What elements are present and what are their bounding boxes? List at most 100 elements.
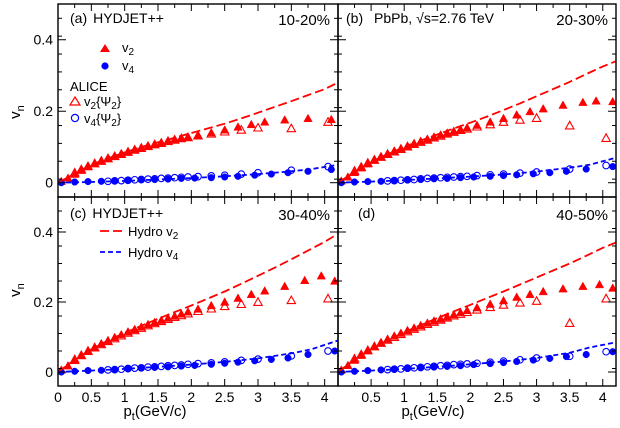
- panel-d-series-3-point-19: [602, 347, 610, 356]
- panel-a-series-5-line: [58, 163, 338, 184]
- panel-c-ytick-label-0: 0: [45, 364, 53, 380]
- panel-d-series-0-point-29: [608, 283, 616, 292]
- panel-a-series-2-point-21: [236, 124, 247, 134]
- panel-a-series-3-point-13: [194, 172, 202, 181]
- panel-a-series-0-point-1: [63, 173, 73, 182]
- panel-b-system: PbPb, √s=2.76 TeV: [374, 10, 495, 26]
- hydro-v4-main: Hydro v: [128, 245, 173, 260]
- panel-b-series-2-point-2: [362, 157, 373, 167]
- panel-d-series-2-point-15: [448, 310, 459, 320]
- panel-b: [337, 3, 617, 198]
- panel-d-label: (d): [358, 205, 375, 221]
- panel-a-series-5: [58, 163, 338, 184]
- panel-c-series-0-point-28: [316, 271, 326, 280]
- legend-v2-sub: 2: [129, 47, 135, 58]
- legend-bottom: Hydro v2 Hydro v4: [100, 224, 179, 263]
- panel-b-series-0-point-28: [591, 96, 601, 105]
- panel-c-series-0-point-26: [280, 281, 290, 290]
- panel-a-series-2-point-12: [149, 139, 160, 149]
- panel-c-series-2-point-23: [286, 294, 297, 305]
- panel-d-series-2-point-22: [531, 295, 542, 305]
- panel-d-series-0-point-26: [558, 283, 568, 293]
- hydro-v2-main: Hydro v: [128, 224, 173, 239]
- panel-b-series-2-point-15: [448, 126, 459, 136]
- panel-c-series-2-point-4: [96, 339, 107, 349]
- panel-c-series-2-point-14: [162, 313, 174, 324]
- panel-d-series-2-point-24: [600, 293, 612, 303]
- panel-b-series-5: [338, 156, 616, 184]
- panel-b-series-2-point-18: [471, 121, 483, 131]
- panel-a-series-3-point-12: [184, 173, 192, 181]
- panel-a-series-3-point-18: [287, 166, 296, 175]
- panel-d-series-2-point-20: [498, 299, 509, 309]
- panel-d-series-2-point-18: [471, 304, 483, 314]
- panel-b-series-2-point-13: [435, 130, 446, 140]
- panel-b-series-0-point-29: [608, 96, 616, 106]
- x-axis-title-right-main: p: [401, 403, 409, 420]
- panel-c-xtick-label-2: 1: [121, 389, 129, 405]
- panel-c-xtick-label-0: 0: [54, 389, 62, 405]
- panel-d-series-5: [338, 341, 616, 373]
- legend-hydro-v2-label: Hydro v2: [128, 224, 179, 242]
- panel-d-frame: [337, 196, 617, 387]
- panel-a-series-2-point-16: [176, 133, 187, 143]
- panel-d-series-0-point-24: [525, 289, 535, 298]
- panel-c-series-3-point-12: [184, 360, 192, 369]
- panel-b-series-0-point-23: [512, 110, 522, 119]
- panel-b-series-2-point-21: [514, 114, 526, 124]
- y-axis-title-bottom: vn: [7, 283, 27, 297]
- legend-hydro-v4-label: Hydro v4: [128, 245, 179, 263]
- panel-a-ytick-label-1: 0.2: [34, 103, 54, 119]
- panel-d: 0.5 1 1.5 2 2.5 3 3.5 4: [337, 196, 617, 405]
- panel-c-series-0-point-27: [300, 275, 310, 284]
- panel-d-series-4: [338, 241, 616, 373]
- panel-c-series-2-point-18: [192, 305, 204, 316]
- panel-b-series-2-point-14: [442, 128, 453, 138]
- system-sqrt: √s: [416, 10, 431, 26]
- panel-c-series-2-point-22: [252, 296, 264, 306]
- panel-d-series-0-point-23: [512, 292, 522, 301]
- panel-a-series-2-point-22: [252, 122, 264, 132]
- legend-alice-v4-label: v4{Ψ2}: [84, 111, 122, 129]
- panel-a-series-4-line: [58, 81, 338, 184]
- panel-a-series-2-point-18: [192, 130, 204, 140]
- panel-c-series-0-point-25: [260, 286, 270, 295]
- panel-d-xtick-label-2: 1: [400, 389, 408, 405]
- panel-d-series-2-point-12: [428, 316, 440, 326]
- panel-d-xtick-label-6: 3: [533, 389, 541, 405]
- panel-c-xtick-label-5: 2.5: [215, 389, 235, 405]
- panel-c-series-3-point-19: [324, 347, 332, 355]
- panel-a-ytick-label-2: 0.4: [34, 32, 54, 48]
- panel-d-series-2-point-7: [395, 328, 407, 339]
- x-axis-title-right-sub: t: [410, 411, 413, 423]
- system-name: PbPb,: [374, 10, 412, 26]
- panel-c-centrality: 30-40%: [278, 207, 330, 224]
- panel-c-series-1-point-15: [267, 355, 275, 363]
- panel-d-series-2-point-13: [435, 314, 446, 324]
- panel-a-series-2-point-2: [82, 160, 94, 171]
- panel-a-series-0-point-25: [260, 117, 270, 126]
- panels-layer: 0 0.2 0.4 0 0.5 1 1.5 2 2.5 3 3.5 4 0 0.2 0.4 0.5 1 1.5 2 2…: [34, 3, 617, 405]
- panel-a-series-2-point-8: [122, 146, 134, 156]
- panel-b-series-2-point-20: [498, 116, 509, 126]
- panel-d-series-0-point-28: [594, 279, 605, 289]
- panel-c-series-2-point-13: [156, 315, 167, 326]
- x-axis-title-left: pt(GeV/c): [123, 403, 186, 423]
- panel-a-ytick-label-0: 0: [45, 175, 53, 191]
- panel-a-series-2-point-23: [286, 123, 297, 133]
- panel-c-xtick-label-4: 2: [187, 389, 195, 405]
- panel-d-series-1-point-18: [609, 348, 616, 356]
- panel-d-series-2-point-23: [564, 317, 575, 327]
- panel-c-xtick-label-3: 1.5: [148, 389, 168, 405]
- x-axis-title-right: pt(GeV/c): [401, 403, 464, 423]
- x-axis-title-left-sub: t: [132, 411, 135, 423]
- panel-c-letter: (c): [70, 205, 86, 221]
- panel-c-generator: HYDJET++: [92, 205, 163, 221]
- y-axis-title-bottom-sub: n: [15, 283, 27, 289]
- system-energy: =2.76 TeV: [431, 10, 495, 26]
- panel-d-series-2-point-16: [455, 308, 466, 318]
- panel-a-series-2-point-14: [162, 135, 174, 146]
- panel-d-xtick-label-7: 3.5: [560, 389, 580, 405]
- y-axis-title-top-main: v: [7, 111, 24, 119]
